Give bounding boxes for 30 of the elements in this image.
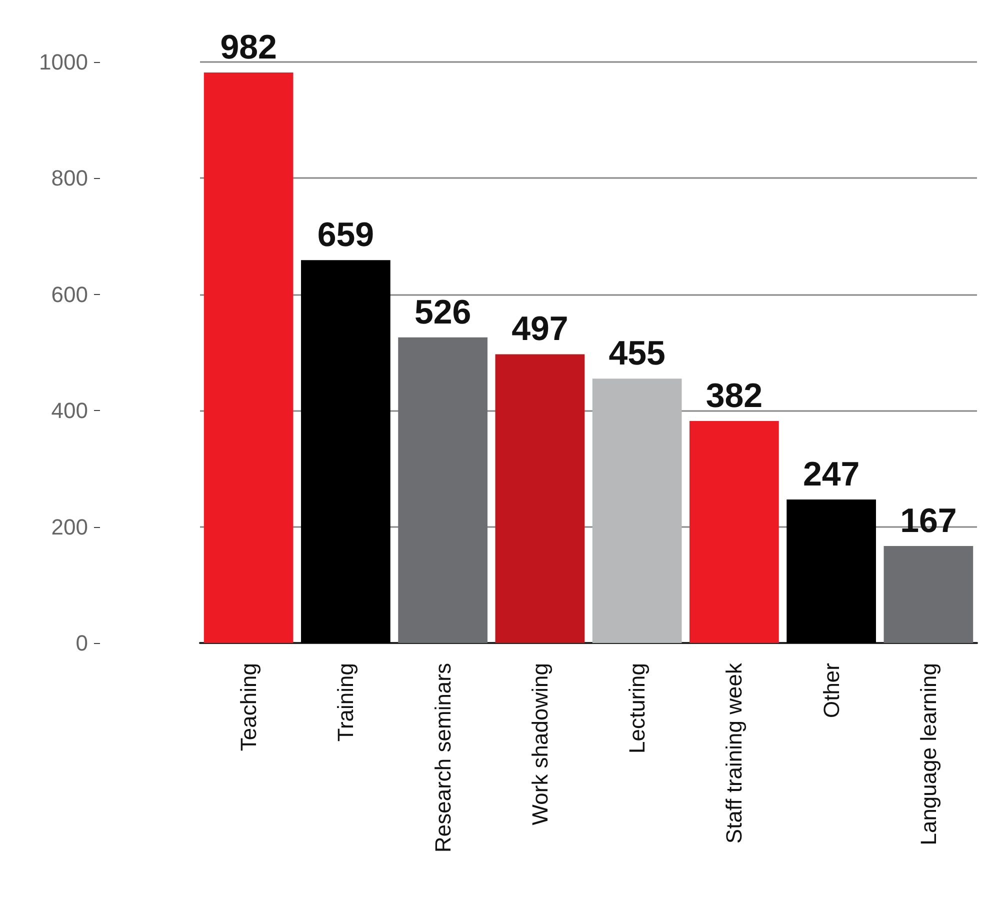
bar <box>204 72 294 643</box>
bar <box>786 499 876 643</box>
data-label: 167 <box>900 502 957 540</box>
bar <box>690 421 779 643</box>
data-label: 982 <box>220 28 277 66</box>
y-tick-label: 1000 <box>39 50 88 74</box>
x-tick-label: Training <box>333 663 358 742</box>
bar <box>301 260 390 643</box>
bar <box>884 546 974 643</box>
bar <box>398 337 488 643</box>
y-tick-label: 800 <box>51 166 88 191</box>
y-tick-label: 600 <box>51 282 88 307</box>
data-label: 382 <box>706 377 763 416</box>
data-label: 526 <box>414 293 472 332</box>
data-label: 247 <box>802 455 860 494</box>
data-label: 455 <box>608 334 666 373</box>
x-tick-label: Work shadowing <box>527 663 552 826</box>
data-label: 497 <box>512 310 568 348</box>
y-tick-label: 400 <box>51 398 88 424</box>
x-tick-label: Research seminars <box>430 663 456 853</box>
x-tick-label: Teaching <box>236 663 262 752</box>
x-tick-label: Other <box>818 663 844 718</box>
x-tick-label: Lecturing <box>624 663 650 754</box>
bar <box>495 354 585 643</box>
x-tick-label: Staff training week <box>722 662 747 844</box>
data-label: 659 <box>317 216 374 254</box>
bar <box>592 378 682 643</box>
x-tick-label: Language learning <box>916 663 941 846</box>
y-tick-label: 0 <box>76 630 88 656</box>
y-tick-label: 200 <box>51 514 88 540</box>
